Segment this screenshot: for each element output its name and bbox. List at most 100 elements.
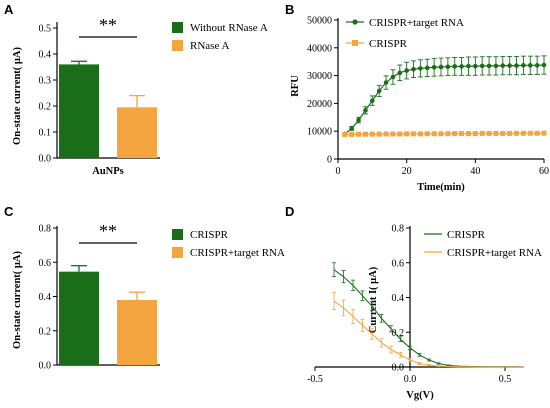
chart-b-point-0-18 (466, 63, 471, 69)
chart-d: Current I( μA) 0.0 0.2 0.4 0.6 0.8 -0.5 0.0 0.5… (307, 224, 542, 402)
chart-b-point-0-21 (486, 63, 492, 69)
chart-b-legend-marker-2 (352, 40, 358, 46)
chart-d-ytick-label-2: 0.4 (392, 293, 405, 304)
chart-b-point-1-13 (431, 131, 437, 137)
chart-b-ytick-label-2: 20000 (307, 99, 332, 110)
chart-b-point-1-2 (356, 131, 362, 137)
chart-b-point-0-1 (349, 126, 355, 131)
chart-b-point-0-5 (376, 88, 382, 94)
chart-a-ytick-label-4: 0.4 (39, 50, 52, 61)
chart-b-point-0-8 (397, 70, 403, 76)
chart-b-point-0-29 (541, 62, 547, 68)
chart-b-point-0-22 (493, 63, 499, 69)
chart-b-point-1-28 (534, 130, 540, 136)
chart-d-xtick-label-1: 0.0 (404, 374, 417, 385)
chart-b-point-0-12 (424, 65, 430, 71)
chart-d-xtick-label-2: 0.5 (499, 374, 512, 385)
chart-c-ytick-label-3: 0.6 (39, 258, 52, 269)
chart-a: On-state current( μA) 0.0 0.1 0.2 0.3 0.4 0.5… (12, 15, 268, 177)
chart-c-bar-1 (117, 299, 157, 365)
chart-b-point-1-9 (404, 131, 410, 137)
chart-b-xtick-label-2: 40 (470, 166, 480, 177)
chart-d-xtick-label-0: -0.5 (307, 374, 323, 385)
chart-d-ytick-label-0: 0.0 (392, 363, 405, 374)
chart-b-point-1-8 (397, 131, 403, 137)
chart-b-point-1-6 (383, 131, 389, 137)
panel-label-a: A (4, 2, 14, 17)
chart-b-ytick-label-0: 0 (327, 155, 332, 166)
panel-label-d: D (285, 204, 294, 219)
chart-a-significance: ** (99, 15, 117, 35)
chart-b-point-0-4 (370, 98, 375, 103)
panel-label-b: B (285, 2, 294, 17)
chart-d-xlabel: Vg(V) (406, 390, 434, 401)
chart-b-ylabel: RFU (290, 75, 301, 97)
chart-c-legend-swatch-2 (172, 247, 183, 258)
chart-b-point-1-5 (376, 131, 382, 137)
chart-c-ytick-label-2: 0.4 (39, 292, 52, 303)
chart-b-point-1-22 (493, 130, 499, 136)
chart-b-point-0-27 (527, 63, 533, 68)
chart-b-point-0-20 (479, 63, 485, 69)
chart-b-point-1-1 (349, 131, 355, 137)
chart-b-point-1-4 (369, 131, 375, 137)
chart-b-point-1-15 (445, 131, 451, 137)
chart-b-point-1-0 (342, 132, 348, 138)
chart-b-point-1-3 (362, 131, 368, 137)
chart-b-point-0-25 (514, 63, 519, 68)
chart-a-ytick-label-5: 0.5 (39, 24, 52, 35)
chart-b-point-1-26 (520, 130, 526, 136)
chart-a-ytick-label-0: 0.0 (39, 154, 52, 165)
chart-b-point-1-29 (541, 130, 547, 136)
chart-b-point-0-28 (534, 63, 540, 68)
chart-b-point-0-3 (363, 108, 368, 113)
chart-b-point-1-19 (472, 131, 478, 137)
chart-c-ylabel: On-state current( μA) (12, 251, 23, 349)
chart-b: RFU 0 10000 20000 30000 40000 50000 0 20 40 60 Ti… (290, 16, 549, 194)
chart-b-point-1-16 (452, 131, 458, 137)
chart-b-point-1-25 (514, 130, 520, 136)
chart-b-point-0-7 (390, 74, 396, 80)
chart-b-point-0-2 (356, 117, 361, 123)
chart-b-point-0-11 (418, 66, 423, 71)
chart-a-ytick-label-1: 0.1 (39, 128, 52, 139)
chart-b-point-0-17 (459, 64, 464, 69)
chart-c-legend-label-2: CRISPR+target RNA (190, 247, 285, 259)
chart-b-point-0-14 (438, 64, 444, 70)
chart-b-point-1-21 (486, 130, 492, 136)
chart-b-point-1-23 (500, 130, 506, 136)
chart-b-xtick-label-3: 60 (539, 166, 549, 177)
chart-c-legend-label-1: CRISPR (190, 229, 229, 241)
chart-b-point-1-11 (417, 131, 423, 137)
chart-a-legend-swatch-2 (172, 40, 183, 51)
chart-c-significance: ** (99, 221, 117, 241)
chart-b-point-1-12 (424, 131, 430, 137)
chart-b-point-0-19 (473, 63, 478, 69)
chart-d-ytick-label-4: 0.8 (392, 224, 405, 235)
chart-b-point-0-26 (521, 63, 526, 68)
chart-b-ytick-label-1: 10000 (307, 127, 332, 138)
chart-b-xlabel: Time(min) (417, 182, 465, 193)
chart-b-point-1-14 (438, 131, 444, 137)
chart-c-ytick-label-1: 0.2 (39, 326, 52, 337)
chart-a-category-label: AuNPs (92, 166, 124, 177)
chart-b-point-0-24 (507, 63, 512, 68)
chart-b-series-line-0 (344, 64, 545, 135)
chart-b-point-1-24 (507, 130, 513, 136)
chart-a-bar-0 (59, 64, 99, 158)
chart-a-ytick-label-3: 0.3 (39, 76, 52, 87)
chart-b-point-0-16 (452, 64, 458, 69)
chart-b-point-1-27 (527, 130, 533, 136)
chart-b-point-0-9 (404, 68, 409, 73)
chart-b-legend-label-2: CRISPR (369, 38, 408, 50)
chart-b-legend-marker-1 (352, 19, 358, 25)
chart-b-legend-label-1: CRISPR+target RNA (369, 17, 464, 29)
chart-b-point-1-17 (459, 131, 465, 137)
chart-b-point-0-23 (500, 63, 506, 68)
chart-b-xtick-label-1: 20 (402, 166, 412, 177)
chart-d-ytick-label-1: 0.2 (392, 328, 405, 339)
chart-b-point-1-10 (411, 131, 417, 137)
chart-c-ytick-label-4: 0.8 (39, 224, 52, 235)
chart-a-legend-swatch-1 (172, 22, 183, 33)
